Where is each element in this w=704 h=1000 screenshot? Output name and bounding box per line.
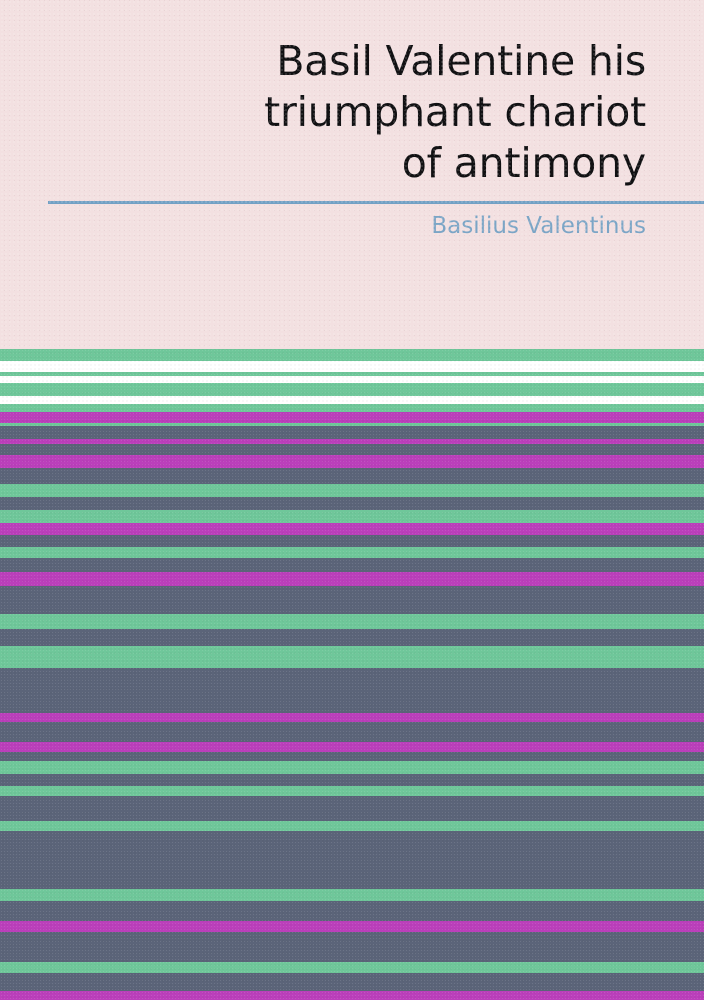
title-panel: Basil Valentine his triumphant chariot o…: [0, 0, 704, 349]
title-block: Basil Valentine his triumphant chariot o…: [46, 36, 646, 189]
stripe-band: [0, 973, 704, 991]
stripe-band: [0, 921, 704, 932]
stripe-band: [0, 444, 704, 455]
stripe-band: [0, 668, 704, 713]
stripe-band: [0, 396, 704, 404]
stripe-band: [0, 523, 704, 535]
striped-pattern-panel: [0, 349, 704, 1000]
stripe-band: [0, 423, 704, 426]
stripe-band: [0, 547, 704, 558]
stripe-band: [0, 629, 704, 646]
title-divider-rule: [48, 201, 704, 204]
stripe-band: [0, 361, 704, 372]
stripe-band: [0, 372, 704, 376]
stripe-band: [0, 455, 704, 468]
stripe-band: [0, 497, 704, 510]
stripe-band: [0, 439, 704, 444]
stripe-band: [0, 713, 704, 722]
stripe-band: [0, 349, 704, 361]
stripe-band: [0, 404, 704, 412]
stripe-band: [0, 646, 704, 668]
stripe-band: [0, 510, 704, 523]
stripe-band: [0, 901, 704, 921]
stripe-band: [0, 426, 704, 439]
stripe-band: [0, 761, 704, 774]
stripe-band: [0, 586, 704, 614]
stripe-band: [0, 572, 704, 586]
stripe-band: [0, 991, 704, 1000]
stripe-band: [0, 376, 704, 383]
stripe-band: [0, 796, 704, 821]
stripe-band: [0, 962, 704, 973]
stripe-band: [0, 831, 704, 889]
stripe-band: [0, 742, 704, 752]
stripe-band: [0, 484, 704, 497]
stripe-band: [0, 752, 704, 761]
stripe-band: [0, 468, 704, 484]
stripe-band: [0, 412, 704, 423]
stripe-band: [0, 383, 704, 396]
stripe-band: [0, 774, 704, 786]
page-title: Basil Valentine his triumphant chariot o…: [264, 37, 646, 187]
stripe-band: [0, 535, 704, 547]
stripe-band: [0, 889, 704, 901]
stripe-band: [0, 932, 704, 962]
stripe-band: [0, 614, 704, 629]
stripe-band: [0, 722, 704, 742]
stripe-band: [0, 558, 704, 572]
stripe-band: [0, 786, 704, 796]
stripe-band: [0, 821, 704, 831]
author-name: Basilius Valentinus: [431, 213, 646, 239]
